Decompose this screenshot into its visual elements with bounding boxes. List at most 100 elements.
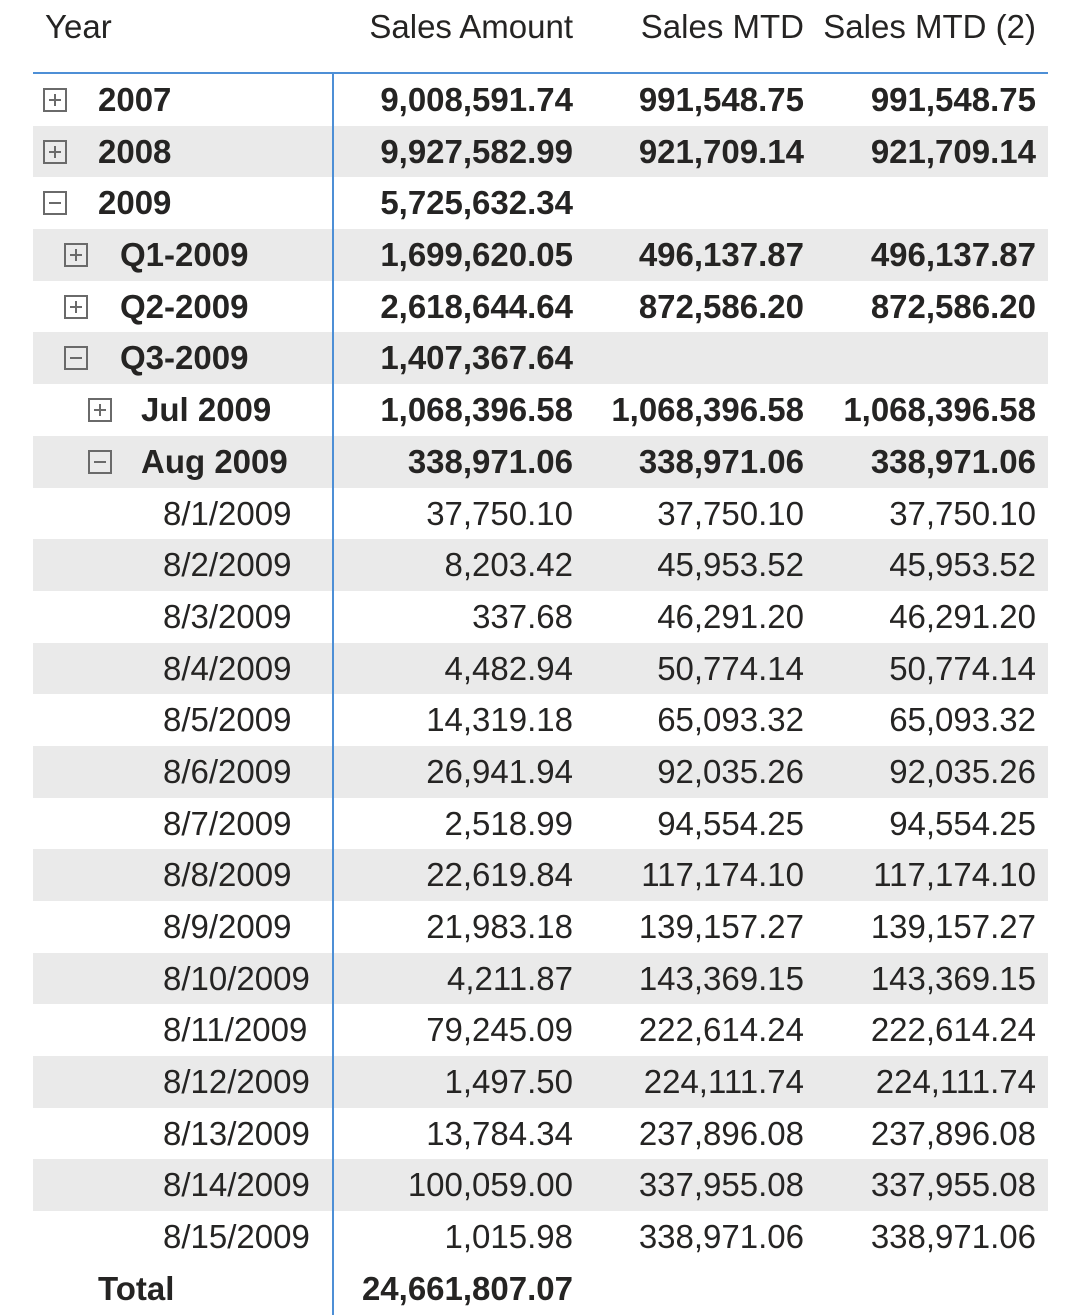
collapse-minus-icon[interactable] <box>88 449 112 474</box>
total-row: Total 24,661,807.07 <box>33 1263 1048 1315</box>
sales-mtd-2-cell: 338,971.06 <box>870 1218 1036 1256</box>
sales-amount-cell: 13,784.34 <box>426 1114 573 1152</box>
table-row[interactable]: 8/13/2009 13,784.34 237,896.08 237,896.08 <box>33 1108 1048 1160</box>
table-row[interactable]: 2008 9,927,582.99 921,709.14 921,709.14 <box>33 125 1048 178</box>
sales-amount-cell: 100,059.00 <box>407 1166 573 1204</box>
sales-mtd-2-cell: 65,093.32 <box>889 701 1036 739</box>
row-label: 8/1/2009 <box>163 494 292 532</box>
header-sales-mtd-2[interactable]: Sales MTD (2) <box>823 8 1036 45</box>
sales-mtd-cell: 50,774.14 <box>657 649 804 687</box>
sales-amount-cell: 4,482.94 <box>444 649 573 687</box>
collapse-minus-icon[interactable] <box>43 191 67 216</box>
sales-mtd-cell: 872,586.20 <box>638 287 804 325</box>
sales-mtd-cell: 143,369.15 <box>638 959 804 997</box>
sales-mtd-cell: 338,971.06 <box>638 442 804 480</box>
sales-mtd-cell: 338,971.06 <box>638 1218 804 1256</box>
table-row[interactable]: 8/6/2009 26,941.94 92,035.26 92,035.26 <box>33 745 1048 798</box>
row-label: 8/2/2009 <box>163 546 292 584</box>
header-year[interactable]: Year <box>45 8 112 45</box>
sales-mtd-cell: 45,953.52 <box>657 546 804 584</box>
sales-mtd-cell: 991,548.75 <box>638 81 804 118</box>
sales-amount-cell: 5,725,632.34 <box>380 184 573 222</box>
row-label: 8/12/2009 <box>163 1063 310 1101</box>
row-label: 8/11/2009 <box>163 1011 308 1049</box>
sales-mtd-2-cell: 222,614.24 <box>870 1011 1036 1049</box>
sales-mtd-cell: 224,111.74 <box>643 1063 804 1101</box>
table-row[interactable]: 8/9/2009 21,983.18 139,157.27 139,157.27 <box>33 901 1048 953</box>
header-sales-amount[interactable]: Sales Amount <box>369 8 573 45</box>
sales-amount-cell: 14,319.18 <box>426 701 573 739</box>
sales-mtd-2-cell: 921,709.14 <box>870 132 1036 170</box>
sales-mtd-2-cell: 92,035.26 <box>889 752 1036 790</box>
table-row[interactable]: 2007 9,008,591.74 991,548.75 991,548.75 <box>33 74 1048 126</box>
sales-mtd-cell: 46,291.20 <box>657 597 804 635</box>
table-row[interactable]: 8/3/2009 337.68 46,291.20 46,291.20 <box>33 591 1048 643</box>
row-label: 2008 <box>98 132 172 170</box>
sales-amount-cell: 1,015.98 <box>444 1218 573 1256</box>
row-label: 8/4/2009 <box>163 649 292 687</box>
table-row[interactable]: 8/2/2009 8,203.42 45,953.52 45,953.52 <box>33 539 1048 591</box>
sales-mtd-2-cell: 117,174.10 <box>873 856 1036 894</box>
table-row[interactable]: Jul 2009 1,068,396.58 1,068,396.58 1,068,39… <box>33 384 1048 436</box>
sales-mtd-cell: 237,896.08 <box>638 1114 804 1152</box>
table-row[interactable]: 8/10/2009 4,211.87 143,369.15 143,369.15 <box>33 952 1048 1005</box>
row-label: 8/8/2009 <box>163 856 292 894</box>
table-row[interactable]: Q2-2009 2,618,644.64 872,586.20 872,586.20 <box>33 281 1048 333</box>
expand-plus-icon[interactable] <box>43 88 67 112</box>
sales-amount-cell: 2,618,644.64 <box>380 287 573 325</box>
sales-amount-cell: 4,211.87 <box>446 959 573 997</box>
sales-mtd-2-cell: 50,774.14 <box>889 649 1036 687</box>
expand-plus-icon[interactable] <box>43 139 67 164</box>
sales-amount-cell: 79,245.09 <box>426 1011 573 1049</box>
row-label: Jul 2009 <box>141 391 272 429</box>
table-row[interactable]: 8/11/2009 79,245.09 222,614.24 222,614.24 <box>33 1004 1048 1056</box>
row-label: 2007 <box>98 81 172 118</box>
table-row[interactable]: 8/5/2009 14,319.18 65,093.32 65,093.32 <box>33 694 1048 746</box>
row-label: 2009 <box>98 184 172 222</box>
row-label: Q3-2009 <box>120 339 249 377</box>
table-row[interactable]: 8/14/2009 100,059.00 337,955.08 337,955.08 <box>33 1159 1048 1212</box>
sales-mtd-cell: 496,137.87 <box>638 236 804 274</box>
matrix-visual: Year Sales Amount Sales MTD Sales MTD (2… <box>33 0 1048 1315</box>
sales-mtd-2-cell: 991,548.75 <box>870 81 1036 118</box>
sales-mtd-cell: 921,709.14 <box>638 132 804 170</box>
sales-mtd-cell: 94,554.25 <box>657 804 804 842</box>
table-row[interactable]: 2009 5,725,632.34 <box>33 177 1048 229</box>
table-row[interactable]: 8/7/2009 2,518.99 94,554.25 94,554.25 <box>33 798 1048 850</box>
sales-mtd-2-cell: 139,157.27 <box>870 908 1036 945</box>
sales-amount-cell: 21,983.18 <box>426 908 573 945</box>
sales-mtd-cell: 65,093.32 <box>657 701 804 739</box>
table-row[interactable]: Aug 2009 338,971.06 338,971.06 338,971.06 <box>33 435 1048 488</box>
sales-amount-cell: 37,750.10 <box>426 494 573 532</box>
row-label: Q1-2009 <box>120 236 249 274</box>
collapse-minus-icon[interactable] <box>64 346 88 371</box>
table-row[interactable]: Q1-2009 1,699,620.05 496,137.87 496,137.87 <box>33 229 1048 281</box>
table-row[interactable]: 8/15/2009 1,015.98 338,971.06 338,971.06 <box>33 1211 1048 1263</box>
header-sales-mtd[interactable]: Sales MTD <box>640 8 804 45</box>
table-row[interactable]: Q3-2009 1,407,367.64 <box>33 332 1048 385</box>
expand-plus-icon[interactable] <box>64 243 88 268</box>
sales-amount-cell: 9,927,582.99 <box>380 132 573 170</box>
row-label: 8/13/2009 <box>163 1114 310 1152</box>
sales-mtd-2-cell: 37,750.10 <box>889 494 1036 532</box>
table-row[interactable]: 8/4/2009 4,482.94 50,774.14 50,774.14 <box>33 642 1048 695</box>
total-label: Total <box>98 1269 175 1307</box>
sales-mtd-cell: 222,614.24 <box>638 1011 804 1049</box>
sales-mtd-cell: 1,068,396.58 <box>611 391 804 429</box>
sales-amount-cell: 26,941.94 <box>426 752 573 790</box>
total-sales-amount: 24,661,807.07 <box>361 1269 573 1307</box>
row-label: Q2-2009 <box>120 287 249 325</box>
table-row[interactable]: 8/1/2009 37,750.10 37,750.10 37,750.10 <box>33 488 1048 540</box>
expand-plus-icon[interactable] <box>64 294 88 319</box>
expand-plus-icon[interactable] <box>88 398 112 423</box>
row-label: 8/9/2009 <box>163 908 292 945</box>
sales-mtd-2-cell: 94,554.25 <box>889 804 1036 842</box>
sales-amount-cell: 1,068,396.58 <box>380 391 573 429</box>
sales-mtd-2-cell: 224,111.74 <box>875 1063 1036 1101</box>
sales-amount-cell: 1,699,620.05 <box>380 236 573 274</box>
table-row[interactable]: 8/8/2009 22,619.84 117,174.10 117,174.10 <box>33 849 1048 901</box>
matrix-body: 2007 9,008,591.74 991,548.75 991,548.75 2008… <box>33 74 1048 1315</box>
sales-mtd-cell: 139,157.27 <box>638 908 804 945</box>
row-label: 8/7/2009 <box>163 804 292 842</box>
table-row[interactable]: 8/12/2009 1,497.50 224,111.74 224,111.74 <box>33 1056 1048 1108</box>
